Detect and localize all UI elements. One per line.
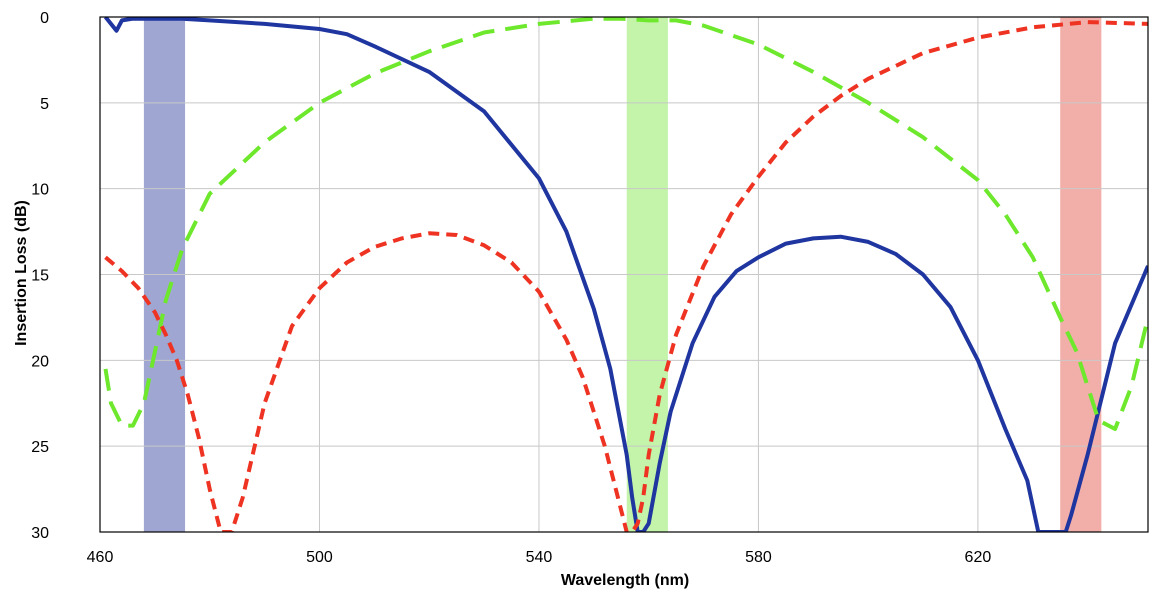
y-axis-title: Insertion Loss (dB) — [13, 200, 30, 346]
x-tick-label: 580 — [745, 549, 772, 566]
series-line-3 — [104, 20, 1148, 532]
y-tick-label: 10 — [31, 182, 49, 199]
x-tick-labels: 460 500 540 580 620 — [87, 549, 992, 566]
y-tick-labels: 0 5 10 15 20 25 30 — [31, 10, 49, 542]
y-tick-label: 15 — [31, 268, 49, 285]
x-tick-label: 500 — [306, 549, 333, 566]
series-line-1 — [103, 17, 1148, 532]
y-tick-label: 30 — [31, 525, 49, 542]
y-tick-label: 5 — [40, 96, 49, 113]
x-tick-label: 540 — [526, 549, 553, 566]
x-axis-title: Wavelength (nm) — [561, 572, 689, 589]
y-tick-label: 0 — [40, 10, 49, 27]
gridlines — [99, 16, 1148, 533]
series-lines — [103, 17, 1148, 532]
y-tick-label: 20 — [31, 353, 49, 370]
y-tick-label: 25 — [31, 439, 49, 456]
x-tick-label: 460 — [87, 549, 114, 566]
x-tick-label: 620 — [965, 549, 992, 566]
series-line-2 — [103, 17, 1148, 431]
plot-frame — [99, 16, 1149, 533]
